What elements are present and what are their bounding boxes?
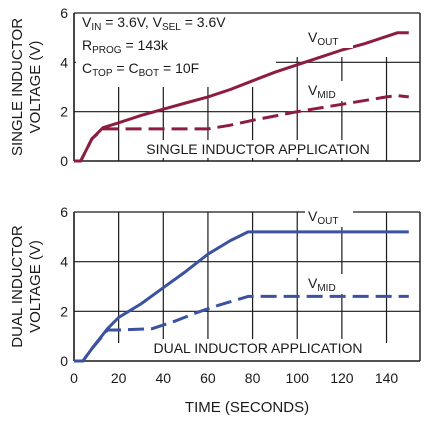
series-label-background <box>305 274 353 294</box>
x-tick-label: 140 <box>375 370 399 386</box>
series-label-background <box>305 207 353 227</box>
title-background <box>133 140 383 158</box>
series-label: VOUT <box>308 208 338 227</box>
title-background <box>133 339 383 357</box>
x-tick-label: 40 <box>156 370 172 386</box>
vmid-series-line <box>74 94 409 163</box>
y-tick-label: 2 <box>60 104 68 120</box>
y-tick-label: 4 <box>60 54 68 70</box>
y-tick-label: 6 <box>60 204 68 220</box>
y-tick-label: 2 <box>60 303 68 319</box>
series-label: VMID <box>308 275 336 294</box>
vout-series-line <box>74 230 409 363</box>
y-axis-label: SINGLE INDUCTOR <box>9 18 26 156</box>
single-inductor-panel: 0 2 4 6 SINGLE INDUCTOR VOLTAGE (V) VOUT VMID SI… <box>9 5 421 169</box>
y-axis-label: DUAL INDUCTOR <box>9 225 26 348</box>
x-tick-label: 0 <box>70 370 78 386</box>
x-tick-label: 100 <box>286 370 310 386</box>
x-tick-label: 20 <box>111 370 127 386</box>
conditions-background <box>76 15 276 87</box>
y-tick-label: 0 <box>60 353 68 369</box>
series-label-background <box>305 28 353 48</box>
y-tick-label: 0 <box>60 153 68 169</box>
x-tick-label: 80 <box>245 370 261 386</box>
series-label: VOUT <box>308 29 338 48</box>
x-tick-label: 60 <box>200 370 216 386</box>
condition-line: VIN = 3.6V, VSEL = 3.6V <box>82 14 226 33</box>
panel-title: SINGLE INDUCTOR APPLICATION <box>146 141 370 157</box>
x-axis-label: TIME (SECONDS) <box>185 399 309 416</box>
y-axis-label: VOLTAGE (V) <box>27 240 44 333</box>
condition-line: RPROG = 143k <box>82 37 169 56</box>
y-axis-label: VOLTAGE (V) <box>27 41 44 134</box>
condition-line: CTOP = CBOT = 10F <box>82 60 199 79</box>
y-tick-label: 4 <box>60 254 68 270</box>
y-tick-label: 6 <box>60 5 68 21</box>
series-label-background <box>305 81 353 101</box>
x-tick-label: 120 <box>330 370 354 386</box>
vmid-series-line <box>74 294 409 363</box>
panel-title: DUAL INDUCTOR APPLICATION <box>153 340 362 356</box>
series-label: VMID <box>308 82 336 101</box>
